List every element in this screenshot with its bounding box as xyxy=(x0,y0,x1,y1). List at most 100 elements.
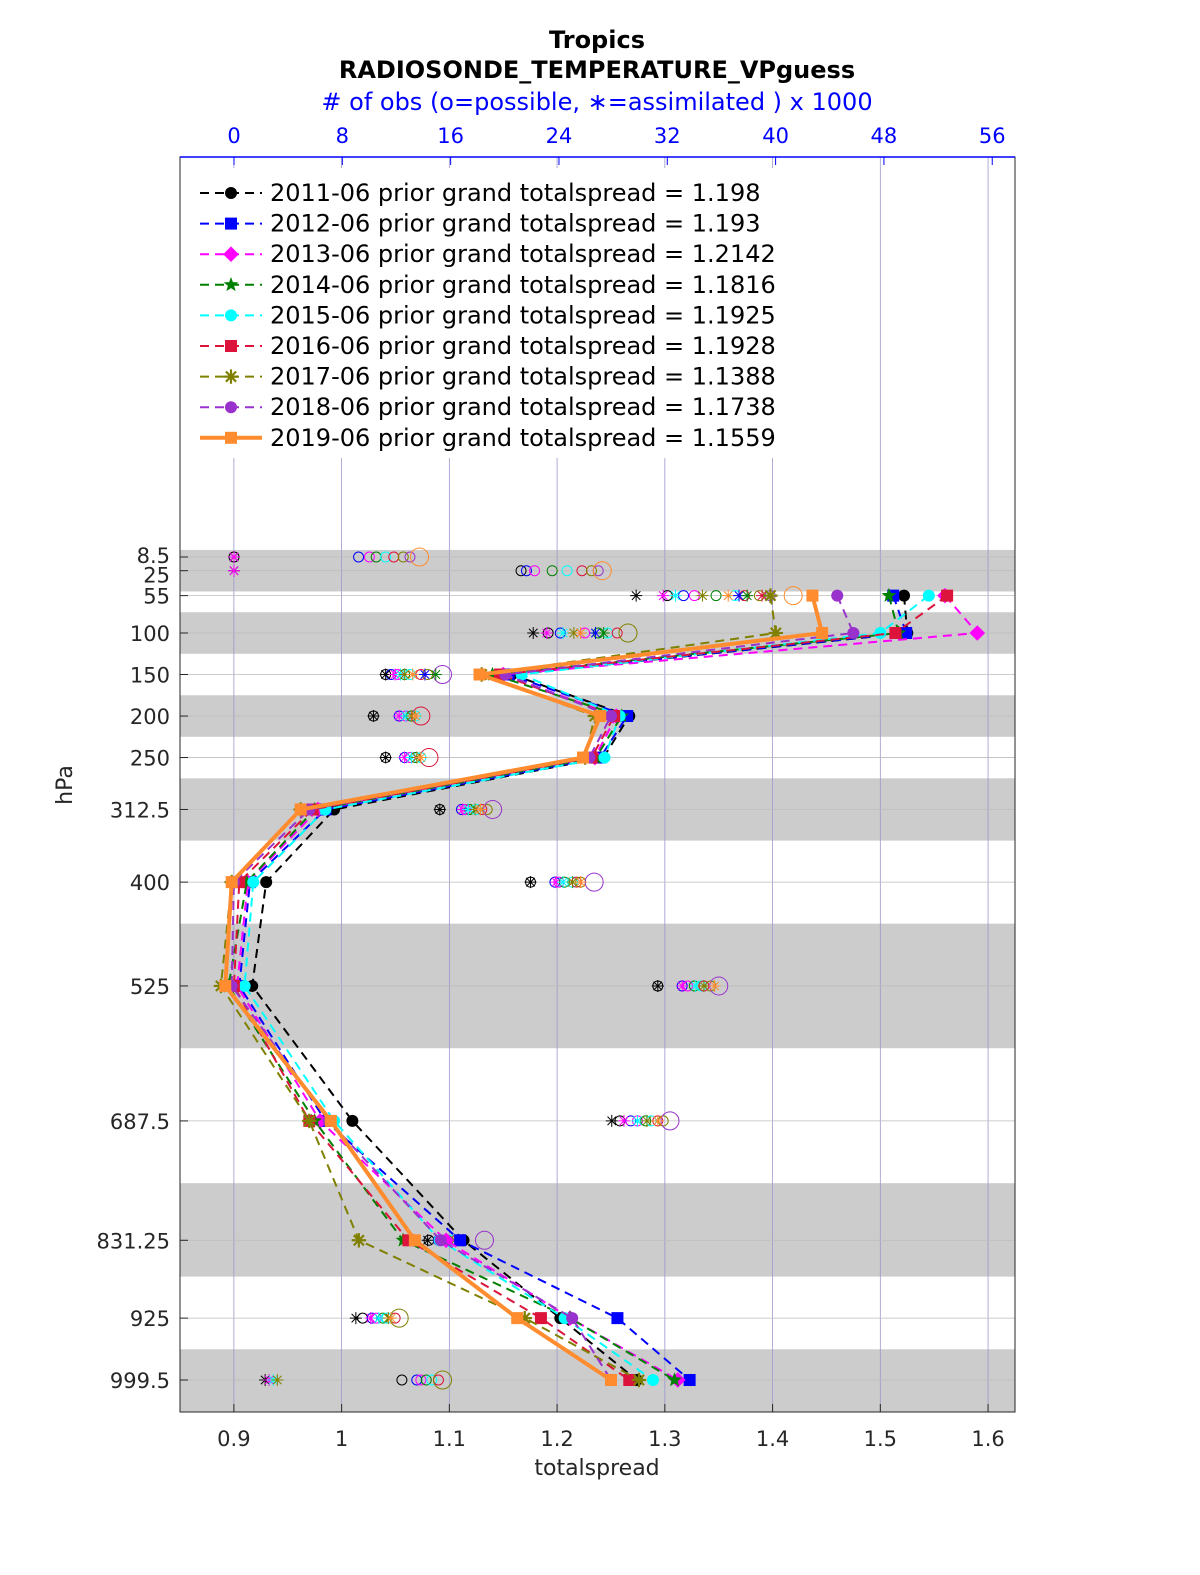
obs-assimilated-glyph xyxy=(398,751,411,764)
legend: 2011-06 prior grand totalspread = 1.198 2… xyxy=(192,168,804,458)
obs-assimilated-marker xyxy=(462,803,475,816)
obs-assimilated-glyph xyxy=(689,979,702,992)
obs-assimilated-marker xyxy=(574,626,587,639)
obs-assimilated-marker xyxy=(228,564,240,577)
obs-assimilated-marker xyxy=(631,1114,644,1127)
obs-possible-marker xyxy=(404,551,416,563)
obs-assimilated-marker xyxy=(418,668,431,681)
obs-possible-marker xyxy=(397,551,409,563)
obs-assimilated-marker xyxy=(557,876,570,889)
obs-assimilated-glyph xyxy=(228,551,240,563)
y-tick-label: 831.25 xyxy=(97,1229,170,1253)
obs-assimilated-glyph xyxy=(418,668,431,681)
data-point xyxy=(646,1374,659,1386)
obs-assimilated-glyph xyxy=(349,1312,362,1325)
obs-assimilated-glyph xyxy=(414,751,427,764)
obs-assimilated-glyph xyxy=(566,876,579,889)
top-tick-label: 8 xyxy=(336,124,349,148)
data-point xyxy=(594,710,607,723)
obs-assimilated-glyph xyxy=(527,626,540,639)
obs-assimilated-marker xyxy=(367,710,380,723)
obs-assimilated-marker xyxy=(597,626,610,639)
obs-assimilated-glyph xyxy=(741,589,754,602)
obs-possible-marker xyxy=(592,561,612,581)
obs-assimilated-marker xyxy=(414,751,427,764)
x-tick-label: 0.9 xyxy=(217,1427,250,1451)
top-tick-label: 16 xyxy=(437,124,464,148)
obs-possible-marker xyxy=(409,547,429,567)
data-point xyxy=(941,589,954,602)
obs-assimilated-marker xyxy=(574,876,587,889)
legend-label: 2014-06 prior grand totalspread = 1.1816 xyxy=(270,271,776,299)
obs-assimilated-glyph xyxy=(550,876,563,889)
top-tick-label: 24 xyxy=(546,124,573,148)
obs-assimilated-glyph xyxy=(733,589,746,602)
obs-assimilated-glyph xyxy=(589,626,602,639)
data-point xyxy=(219,979,232,992)
obs-assimilated-marker xyxy=(651,979,664,992)
chart-title: Tropics xyxy=(549,26,645,54)
data-point xyxy=(898,589,911,602)
legend-entry: 2012-06 prior grand totalspread = 1.193 xyxy=(200,210,760,238)
data-point xyxy=(534,1312,547,1325)
obs-assimilated-glyph xyxy=(372,1312,385,1325)
obs-assimilated-marker xyxy=(567,626,580,639)
obs-assimilated-glyph xyxy=(433,803,446,816)
obs-assimilated-glyph xyxy=(605,1114,618,1127)
level-band xyxy=(180,1183,1015,1277)
obs-assimilated-glyph xyxy=(669,589,682,602)
legend-marker xyxy=(223,277,239,292)
data-point xyxy=(294,803,307,816)
obs-possible-marker xyxy=(411,1374,423,1386)
top-tick-label: 56 xyxy=(979,124,1006,148)
obs-possible-marker xyxy=(529,565,541,577)
legend-marker xyxy=(225,340,237,352)
obs-assimilated-marker xyxy=(527,626,540,639)
y-tick-label: 925 xyxy=(130,1307,170,1331)
legend-marker xyxy=(223,369,239,384)
legend-marker xyxy=(225,187,237,199)
obs-assimilated-glyph xyxy=(597,626,610,639)
data-point xyxy=(239,874,255,889)
obs-assimilated-marker xyxy=(708,979,721,992)
obs-assimilated-marker xyxy=(349,1312,362,1325)
series-line xyxy=(238,595,908,1381)
legend-entry: 2017-06 prior grand totalspread = 1.1388 xyxy=(200,363,776,391)
obs-assimilated-marker xyxy=(433,803,446,816)
obs-assimilated-glyph xyxy=(697,979,710,992)
y-tick-label: 312.5 xyxy=(110,798,170,822)
obs-possible-marker xyxy=(415,1374,427,1386)
obs-count-markers xyxy=(228,547,803,1390)
series-line xyxy=(236,594,979,1381)
obs-possible-marker xyxy=(710,590,722,602)
obs-assimilated-glyph xyxy=(557,626,570,639)
obs-assimilated-marker xyxy=(379,668,392,681)
data-point xyxy=(346,1114,359,1127)
data-point xyxy=(969,625,986,641)
obs-assimilated-marker xyxy=(364,1312,377,1325)
obs-assimilated-glyph xyxy=(409,710,422,723)
obs-possible-marker xyxy=(420,1374,432,1386)
y-tick-label: 250 xyxy=(130,747,170,771)
obs-assimilated-glyph xyxy=(429,668,442,681)
obs-assimilated-glyph xyxy=(524,876,537,889)
chart-subtitle: RADIOSONDE_TEMPERATURE_VPguess xyxy=(339,56,855,84)
obs-assimilated-glyph xyxy=(574,876,587,889)
obs-possible-marker xyxy=(353,551,365,563)
obs-assimilated-marker xyxy=(697,979,710,992)
y-tick-label: 100 xyxy=(130,622,170,646)
obs-assimilated-glyph xyxy=(708,979,721,992)
obs-assimilated-glyph xyxy=(722,589,735,602)
obs-assimilated-marker xyxy=(372,1312,385,1325)
obs-assimilated-marker xyxy=(741,589,754,602)
legend-marker xyxy=(225,217,237,230)
data-point xyxy=(874,626,887,639)
legend-label: 2012-06 prior grand totalspread = 1.193 xyxy=(270,210,760,238)
top-tick-label: 48 xyxy=(871,124,898,148)
data-point xyxy=(806,589,819,602)
series-layer xyxy=(213,587,986,1388)
obs-assimilated-glyph xyxy=(651,1114,664,1127)
obs-assimilated-marker xyxy=(550,876,563,889)
obs-assimilated-marker xyxy=(657,589,670,602)
